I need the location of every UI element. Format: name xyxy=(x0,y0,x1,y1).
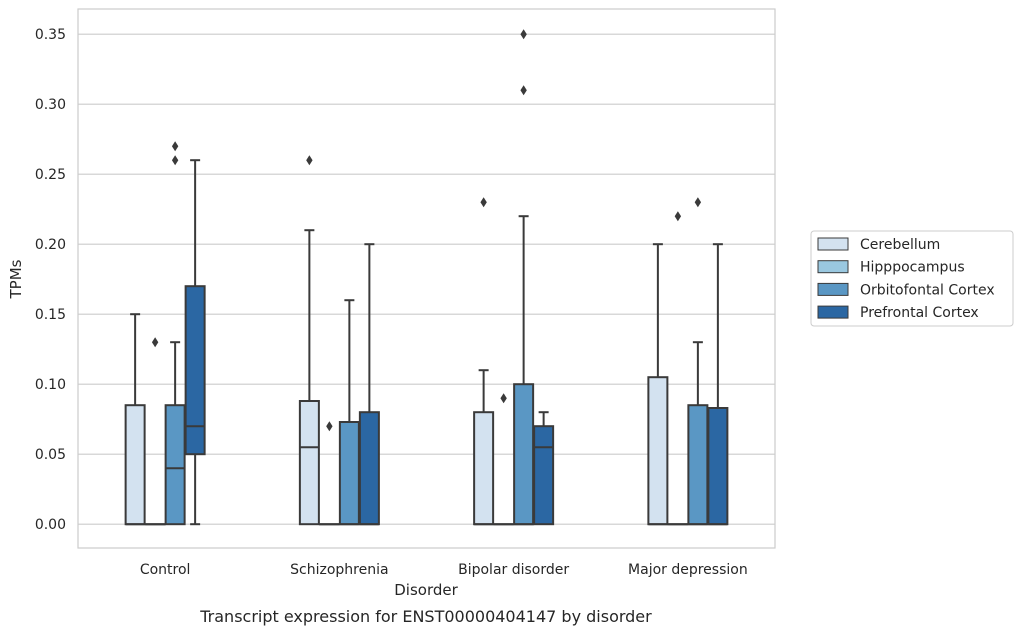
box-orbitofontal-cortex xyxy=(338,299,360,526)
x-tick-label: Control xyxy=(140,562,191,578)
box-body xyxy=(473,411,495,526)
box-cerebellum xyxy=(473,197,495,526)
box-body xyxy=(298,400,320,526)
box-body xyxy=(164,404,186,526)
plot-frame xyxy=(77,8,776,549)
outlier-marker xyxy=(520,85,527,96)
outlier-marker xyxy=(326,421,333,432)
y-tick-label: 0.15 xyxy=(35,307,66,323)
x-axis-label: Disorder xyxy=(394,581,458,599)
outlier-marker xyxy=(151,337,159,348)
box-prefrontal-cortex xyxy=(358,243,380,526)
box-hipppocampus xyxy=(318,421,340,526)
outlier-marker xyxy=(171,141,179,152)
x-tick-label: Bipolar disorder xyxy=(458,562,569,578)
box-body xyxy=(184,285,206,456)
legend-swatch xyxy=(817,237,849,251)
box-prefrontal-cortex xyxy=(184,159,206,526)
chart-caption: Transcript expression for ENST0000040414… xyxy=(199,607,652,626)
legend-label: Prefrontal Cortex xyxy=(860,305,979,321)
legend-frame xyxy=(810,230,1014,327)
outlier-marker xyxy=(480,197,487,208)
box-orbitofontal-cortex xyxy=(164,141,186,526)
outlier-marker xyxy=(674,211,682,222)
legend-label: Hipppocampus xyxy=(860,260,965,276)
y-tick-label: 0.25 xyxy=(35,167,66,183)
x-tick-label: Schizophrenia xyxy=(290,562,388,578)
box-body xyxy=(338,421,360,526)
y-tick-label: 0.00 xyxy=(35,517,66,533)
box-cerebellum xyxy=(647,243,669,526)
box-prefrontal-cortex xyxy=(533,411,555,526)
box-body xyxy=(647,376,669,526)
box-cerebellum xyxy=(124,313,146,526)
box-body xyxy=(124,404,146,526)
y-axis-label: TPMs xyxy=(7,259,25,299)
y-axis-ticks: 0.00 0.05 0.10 0.15 0.20 0.25 0.30 0.35 xyxy=(35,27,66,533)
outlier-marker xyxy=(500,393,507,404)
box-body xyxy=(513,383,535,526)
box-body xyxy=(533,425,555,526)
legend-label: Cerebellum xyxy=(860,237,940,253)
y-tick-label: 0.35 xyxy=(35,27,66,43)
y-tick-label: 0.30 xyxy=(35,97,66,113)
box-hipppocampus xyxy=(144,337,166,526)
box-hipppocampus xyxy=(493,393,515,526)
box-body xyxy=(687,404,709,526)
box-body xyxy=(707,407,729,526)
outlier-marker xyxy=(694,197,702,208)
box-body xyxy=(358,411,380,526)
box-cerebellum xyxy=(298,155,320,526)
outlier-marker xyxy=(171,155,179,166)
legend: Cerebellum Hipppocampus Orbitofontal Corte… xyxy=(810,230,1014,327)
legend-swatch xyxy=(817,282,849,296)
y-tick-label: 0.20 xyxy=(35,237,66,253)
legend-swatch xyxy=(817,305,849,319)
y-tick-label: 0.10 xyxy=(35,377,66,393)
outlier-marker xyxy=(520,29,527,40)
box-prefrontal-cortex xyxy=(707,243,729,526)
x-axis-ticks: Control Schizophrenia Bipolar disorder Majo… xyxy=(140,562,748,578)
box-orbitofontal-cortex xyxy=(687,197,709,526)
box-orbitofontal-cortex xyxy=(513,29,535,526)
legend-label: Orbitofontal Cortex xyxy=(860,282,995,298)
y-tick-label: 0.05 xyxy=(35,447,66,463)
box-plot-series xyxy=(124,29,729,526)
x-tick-label: Major depression xyxy=(628,562,748,578)
box-hipppocampus xyxy=(667,211,689,526)
outlier-marker xyxy=(306,155,313,166)
legend-swatch xyxy=(817,260,849,274)
